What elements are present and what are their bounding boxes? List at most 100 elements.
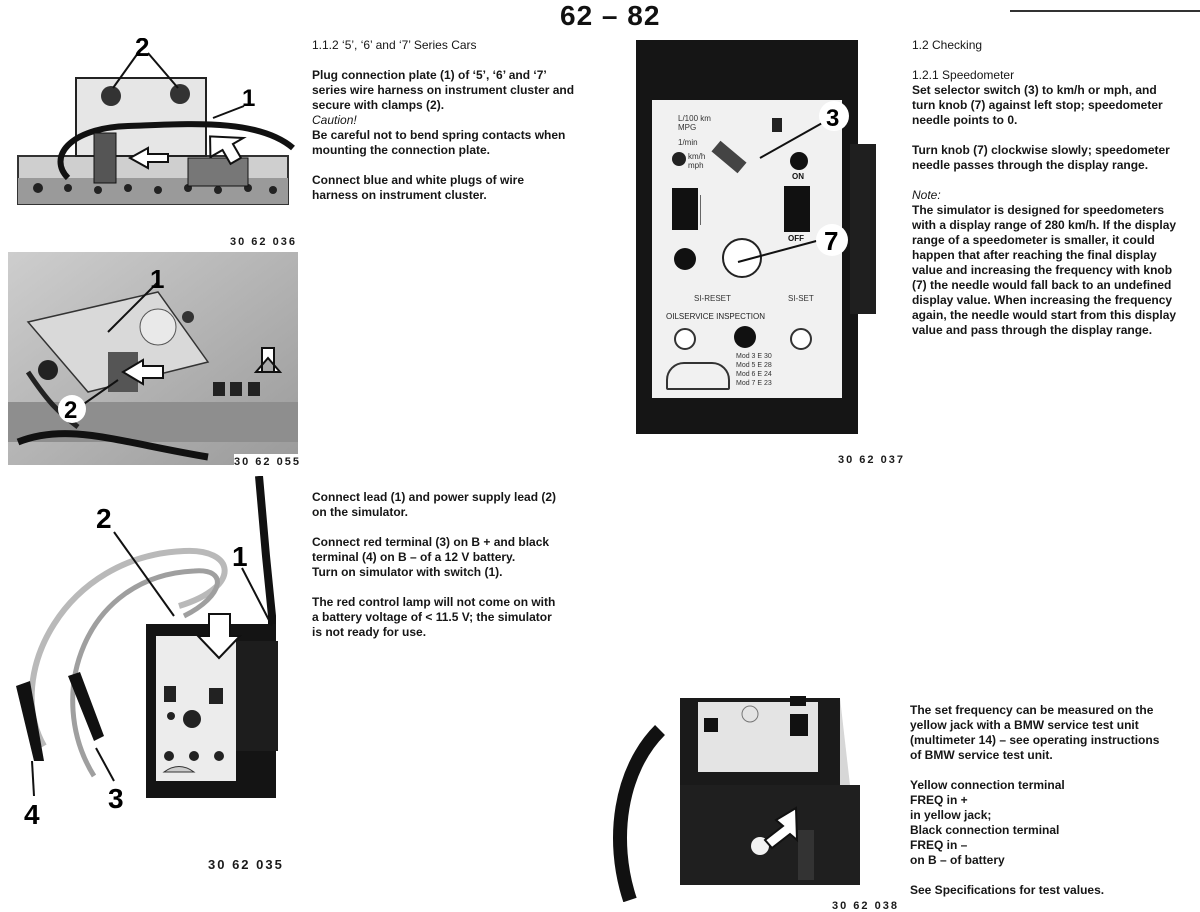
freq-p1-l1: The set frequency can be measured on the	[910, 703, 1154, 717]
sec112-p1-l3: secure with clamps (2).	[312, 98, 445, 112]
freq-p1-l4: of BMW service test unit.	[910, 748, 1053, 762]
callout-fig1-1: 1	[242, 85, 255, 112]
freq-p2-l6: on B – of battery	[910, 853, 1005, 867]
caption-fig2: 30 62 055	[234, 456, 301, 468]
panel-top-labels: L/100 km MPG 1/min	[678, 114, 711, 147]
callout-fig4-3: 3	[826, 105, 839, 132]
reset-knob[interactable]	[674, 248, 696, 270]
sec12-p1-l1: Set selector switch (3) to km/h or mph, …	[912, 83, 1157, 97]
freq-p2-l2: FREQ in +	[910, 793, 968, 807]
panel-unit-labels: km/h mph	[688, 152, 705, 170]
inspection-button[interactable]	[734, 326, 756, 348]
sec12-p2-l2: needle passes through the display range.	[912, 158, 1149, 172]
si-set-button[interactable]	[790, 328, 812, 350]
panel-label-kmh: km/h	[688, 152, 706, 161]
connect-p1-l1: Connect lead (1) and power supply lead (…	[312, 490, 557, 504]
callout-fig3-4: 4	[24, 799, 40, 830]
si-reset-button[interactable]	[674, 328, 696, 350]
section-heading-1-2: 1.2 Checking	[912, 38, 983, 52]
figure-4-callouts: 3 7	[737, 101, 849, 263]
note-l3: range of a speedometer is smaller, it co…	[912, 233, 1155, 247]
caption-fig5: 30 62 038	[832, 900, 899, 912]
bmw-logo-plate	[666, 362, 730, 390]
section-heading-1-2-1: 1.2.1 Speedometer	[912, 68, 1015, 82]
panel-label-mph: mph	[688, 161, 704, 170]
oilservice-label: OILSERVICE INSPECTION	[666, 312, 765, 321]
top-rule	[1010, 10, 1200, 12]
si-set-label: SI-SET	[788, 294, 814, 303]
freq-p2-l5: FREQ in –	[910, 838, 968, 852]
on-label: ON	[792, 172, 804, 181]
freq-p3-l1: See Specifications for test values.	[910, 883, 1105, 897]
figure-5-drawing	[600, 690, 890, 902]
figure-simulator-panel: L/100 km MPG 1/min km/h mph ON OFF SI-RE…	[630, 40, 880, 436]
note-l8: again, the needle would start from this …	[912, 308, 1177, 322]
figure-2-drawing: 1 2	[8, 252, 298, 465]
note-l9: value and pass through the display range…	[912, 323, 1153, 337]
note-l5: value and increasing the frequency with …	[912, 263, 1173, 277]
section-heading-1-1-2: 1.1.2 ‘5’, ‘6’ and ‘7’ Series Cars	[312, 38, 477, 52]
figure-simulator-leads: 2 1 4 3	[4, 476, 298, 832]
note-l6: (7) the needle would fall back to an und…	[912, 278, 1172, 292]
section-1-1-2: 1.1.2 ‘5’, ‘6’ and ‘7’ Series Cars Plug …	[312, 38, 602, 203]
selector-lamp	[672, 152, 686, 166]
connect-p1-l2: on the simulator.	[312, 505, 409, 519]
note-label: Note:	[912, 188, 941, 202]
power-switch[interactable]	[784, 186, 810, 232]
figure-instrument-cluster-plate: 2 1	[8, 38, 298, 210]
sec112-p1-l1: Plug connection plate (1) of ‘5’, ‘6’ an…	[312, 68, 547, 82]
sec112-p1-l2: series wire harness on instrument cluste…	[312, 83, 575, 97]
sec112-p2-l2: harness on instrument cluster.	[312, 188, 487, 202]
note-l7: display value. When increasing the frequ…	[912, 293, 1173, 307]
note-l2: with a display range of 280 km/h. If the…	[912, 218, 1177, 232]
connect-p2-l2: terminal (4) on B – of a 12 V battery.	[312, 550, 516, 564]
callout-fig3-2: 2	[96, 503, 112, 534]
section-frequency: The set frequency can be measured on the…	[910, 703, 1198, 898]
connect-p3-l1: The red control lamp will not come on wi…	[312, 595, 556, 609]
callout-fig3-3: 3	[108, 783, 124, 814]
callout-fig2-1: 1	[150, 264, 164, 294]
left-rocker-switch[interactable]	[672, 188, 698, 230]
model-list: Mod 3 E 30 Mod 5 E 28 Mod 6 E 24 Mod 7 E…	[736, 352, 772, 388]
figure-3-drawing: 2 1 4 3	[4, 476, 298, 832]
si-reset-label: SI-RESET	[694, 294, 731, 303]
panel-label-rpm: 1/min	[678, 138, 698, 147]
panel-label-l100km: L/100 km	[678, 114, 711, 123]
model-line-5: Mod 5 E 28	[736, 362, 772, 369]
figure-1-drawing: 2 1	[8, 38, 298, 210]
sec12-p1-l3: needle points to 0.	[912, 113, 1018, 127]
on-lamp	[790, 152, 808, 170]
figure-cluster-plate-photo: 1 2	[8, 252, 298, 465]
connect-p3-l2: a battery voltage of < 11.5 V; the simul…	[312, 610, 552, 624]
page-number: 62 – 82	[560, 0, 661, 31]
figure-yellow-jack	[600, 690, 890, 902]
note-l4: happen that after reaching the final dis…	[912, 248, 1157, 262]
freq-p1-l3: (multimeter 14) – see operating instruct…	[910, 733, 1160, 747]
panel-side	[850, 144, 876, 314]
off-label: OFF	[788, 234, 804, 243]
panel-label-mpg: MPG	[678, 123, 697, 132]
freq-p2-l3: in yellow jack;	[910, 808, 992, 822]
connect-p2-l3: Turn on simulator with switch (1).	[312, 565, 503, 579]
section-connect-simulator: Connect lead (1) and power supply lead (…	[312, 490, 602, 640]
sec112-caution-l1: Be careful not to bend spring contacts w…	[312, 128, 566, 142]
sec12-p1-l2: turn knob (7) against left stop; speedom…	[912, 98, 1163, 112]
model-line-7: Mod 7 E 23	[736, 380, 772, 387]
sec112-p2-l1: Connect blue and white plugs of wire	[312, 173, 525, 187]
note-l1: The simulator is designed for speedomete…	[912, 203, 1165, 217]
caption-fig1: 30 62 036	[230, 236, 297, 248]
rocker-legend	[700, 195, 735, 225]
freq-p2-l4: Black connection terminal	[910, 823, 1060, 837]
section-1-2-checking: 1.2 Checking 1.2.1 Speedometer Set selec…	[912, 38, 1200, 338]
connect-p3-l3: is not ready for use.	[312, 625, 427, 639]
callout-fig4-7: 7	[824, 226, 838, 256]
model-line-3: Mod 3 E 30	[736, 353, 772, 360]
mode-indicator	[772, 118, 782, 132]
freq-p1-l2: yellow jack with a BMW service test unit	[910, 718, 1139, 732]
callout-fig1-2: 2	[135, 38, 149, 62]
sec112-caution-l2: mounting the connection plate.	[312, 143, 490, 157]
callout-fig2-2: 2	[64, 397, 77, 424]
callout-fig3-1: 1	[232, 541, 248, 572]
sec12-p2-l1: Turn knob (7) clockwise slowly; speedome…	[912, 143, 1170, 157]
caution-label: Caution!	[312, 113, 357, 127]
